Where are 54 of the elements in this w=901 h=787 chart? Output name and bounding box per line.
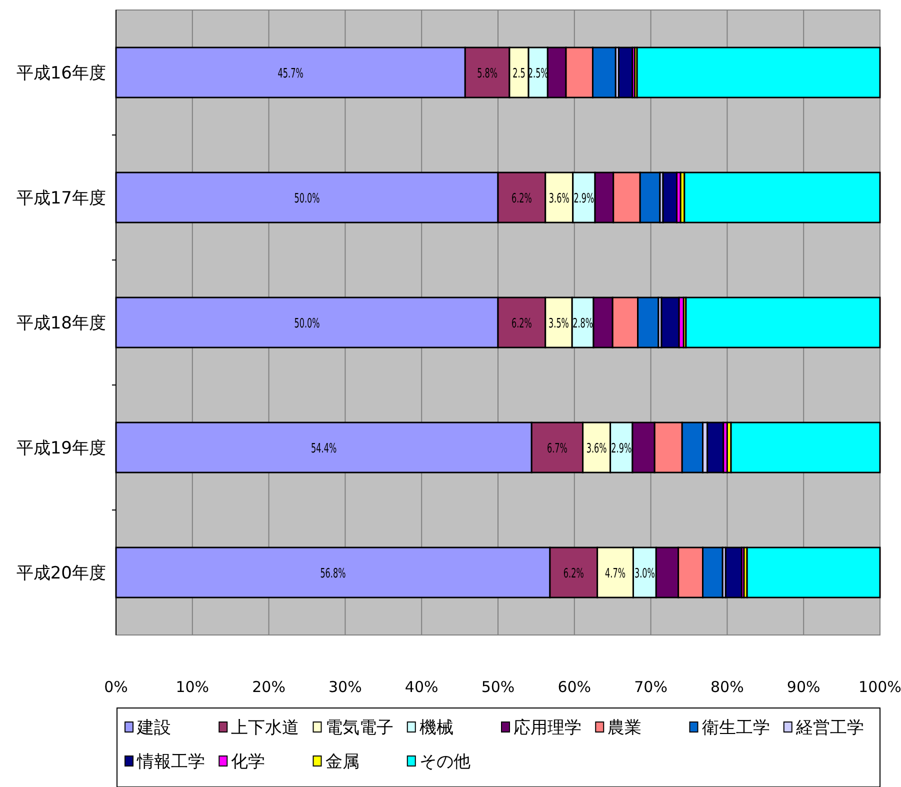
- legend-label: 金属: [325, 752, 360, 772]
- x-tick-label: 0%: [104, 678, 128, 696]
- data-label: 45.7%: [278, 65, 304, 82]
- legend-label: 建設: [136, 718, 171, 738]
- bar: [636, 46, 881, 98]
- x-tick-label: 100%: [858, 678, 901, 696]
- legend-label: その他: [419, 752, 470, 772]
- data-label: 2.9%: [574, 190, 594, 206]
- x-tick-label: 10%: [176, 678, 210, 696]
- bar: [746, 546, 881, 598]
- x-tick-label: 80%: [710, 678, 744, 696]
- legend-label: 機械: [419, 718, 454, 738]
- y-tick-label: 平成20年度: [16, 564, 106, 584]
- x-tick-label: 70%: [634, 678, 668, 696]
- legend-label: 経営工学: [794, 718, 864, 738]
- x-tick-label: 30%: [328, 678, 362, 696]
- x-tick-label: 20%: [252, 678, 286, 696]
- data-label: 3.6%: [548, 190, 570, 206]
- data-label: 3.0%: [634, 565, 655, 582]
- legend-label: 衛生工学: [702, 718, 770, 738]
- data-label: 2.5: [512, 65, 526, 82]
- y-tick-label: 平成19年度: [16, 438, 106, 458]
- y-tick-label: 平成18年度: [16, 314, 106, 334]
- data-label: 5.8%: [477, 65, 498, 82]
- data-label: 2.8%: [572, 315, 594, 332]
- legend-label: 情報工学: [136, 752, 205, 772]
- x-tick-label: 50%: [481, 678, 515, 696]
- legend-label: 化学: [231, 752, 266, 772]
- bar: [730, 422, 881, 474]
- data-label: 4.7%: [605, 565, 626, 582]
- data-label: 3.5%: [548, 315, 569, 332]
- legend-label: 応用理学: [514, 718, 582, 738]
- y-tick-label: 平成17年度: [16, 188, 106, 208]
- data-label: 2.9%: [611, 440, 632, 456]
- legend-label: 農業: [608, 718, 642, 738]
- data-label: 6.2%: [563, 565, 584, 582]
- bar: [685, 296, 881, 348]
- data-label: 54.4%: [311, 440, 337, 456]
- data-label: 6.2%: [511, 190, 532, 206]
- data-label: 56.8%: [320, 565, 346, 582]
- bar: [684, 172, 881, 224]
- bar: [724, 546, 742, 598]
- data-label: 6.7%: [546, 440, 568, 456]
- legend-label: 上下水道: [231, 718, 300, 738]
- legend-label: 電気電子: [325, 718, 394, 738]
- data-label: 3.6%: [586, 440, 607, 456]
- bar: [660, 296, 680, 348]
- data-label: 50.0%: [294, 315, 320, 332]
- data-label: 6.2%: [511, 315, 532, 332]
- y-tick-label: 平成16年度: [16, 64, 106, 84]
- x-tick-label: 40%: [404, 678, 438, 696]
- x-tick-label: 60%: [558, 678, 592, 696]
- data-label: 50.0%: [294, 190, 320, 206]
- x-tick-label: 90%: [786, 678, 820, 696]
